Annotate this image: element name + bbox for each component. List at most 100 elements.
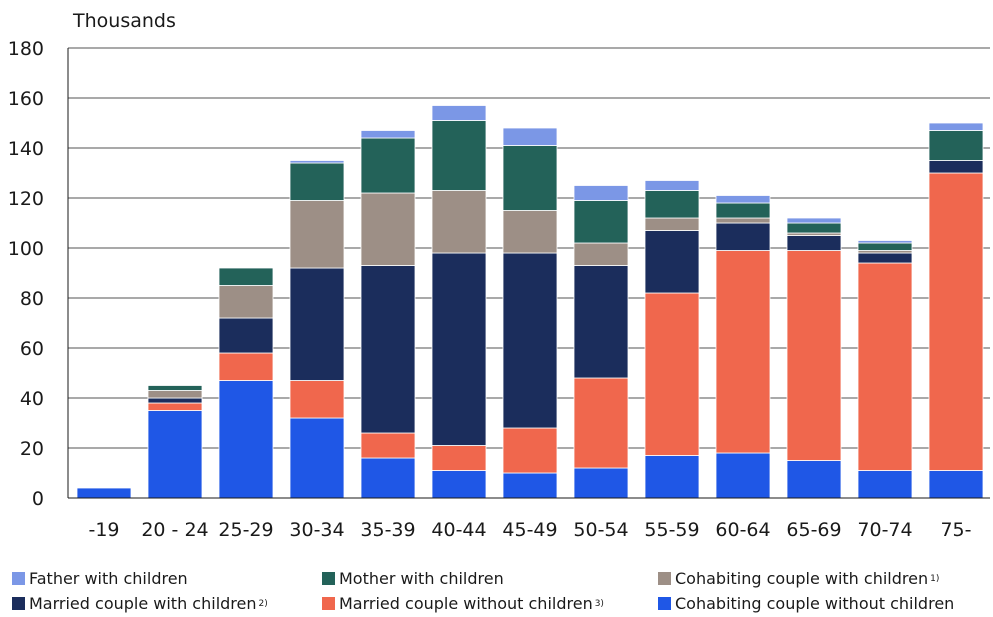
y-tick-label: 60 <box>20 338 44 360</box>
bar-segment <box>289 417 345 499</box>
y-axis-unit-label: Thousands <box>72 10 176 32</box>
bar-segment <box>573 467 629 499</box>
legend-item-cohabiting-couple-without-children: Cohabiting couple without children <box>658 594 954 613</box>
bar-segment <box>644 180 700 191</box>
bar-segment <box>786 217 842 224</box>
x-tick-label: 55-59 <box>644 519 699 541</box>
bar-segment <box>360 432 416 459</box>
bar-segment <box>715 217 771 224</box>
y-tick-label: 180 <box>8 38 44 60</box>
legend-label: Cohabiting couple without children <box>675 594 955 613</box>
bar-segment <box>502 472 558 499</box>
bar-segment <box>431 445 487 471</box>
bar-segment <box>147 390 203 399</box>
bar-segment <box>857 242 913 251</box>
x-tick-label: 25-29 <box>218 519 273 541</box>
bar-segment <box>360 457 416 499</box>
bar-segment <box>573 200 629 244</box>
bar-segment <box>431 190 487 254</box>
bar-segment <box>502 127 558 146</box>
bar-segment <box>289 267 345 381</box>
legend-swatch <box>322 597 335 610</box>
bar-segment <box>360 265 416 434</box>
bars <box>76 105 984 499</box>
legend-swatch <box>658 572 671 585</box>
bar-segment <box>928 470 984 499</box>
bar-segment <box>644 230 700 294</box>
x-tick-label: 65-69 <box>786 519 841 541</box>
legend-item-father-with-children: Father with children <box>12 569 188 588</box>
bar-segment <box>218 267 274 286</box>
bar-segment <box>218 285 274 319</box>
bar-segment <box>502 210 558 254</box>
x-tick-label: 40-44 <box>431 519 486 541</box>
bar-segment <box>786 235 842 251</box>
y-tick-label: 20 <box>20 438 44 460</box>
legend-swatch <box>12 597 25 610</box>
legend-item-cohabiting-couple-with-children: Cohabiting couple with children 1) <box>658 569 939 588</box>
legend-label: Cohabiting couple with children <box>675 569 929 588</box>
bar-segment <box>502 252 558 429</box>
x-tick-label: 35-39 <box>360 519 415 541</box>
x-tick-label: 50-54 <box>573 519 628 541</box>
legend-swatch <box>12 572 25 585</box>
legend-label: Married couple without children <box>339 594 593 613</box>
bar-segment <box>857 240 913 244</box>
bar-segment <box>218 352 274 381</box>
legend-item-married-couple-without-children: Married couple without children 3) <box>322 594 604 613</box>
bar-segment <box>928 130 984 161</box>
bar-segment <box>502 427 558 474</box>
bar-segment <box>715 195 771 204</box>
x-tick-label: -19 <box>88 519 119 541</box>
y-tick-label: 140 <box>8 138 44 160</box>
bar-segment <box>786 250 842 461</box>
bar-segment <box>218 380 274 499</box>
bar-segment <box>147 410 203 499</box>
bar-segment <box>431 470 487 499</box>
bar-segment <box>857 262 913 471</box>
legend-item-mother-with-children: Mother with children <box>322 569 504 588</box>
y-tick-label: 40 <box>20 388 44 410</box>
x-tick-label: 45-49 <box>502 519 557 541</box>
legend-footnote: 2) <box>258 598 268 609</box>
bar-segment <box>147 402 203 411</box>
bar-segment <box>715 250 771 454</box>
y-tick-label: 120 <box>8 188 44 210</box>
y-tick-label: 160 <box>8 88 44 110</box>
bar-segment <box>360 137 416 194</box>
bar-segment <box>360 192 416 266</box>
legend-item-married-couple-with-children: Married couple with children 2) <box>12 594 268 613</box>
bar-segment <box>573 377 629 469</box>
y-tick-label: 0 <box>32 488 44 510</box>
bar-segment <box>644 217 700 231</box>
bar-segment <box>857 252 913 264</box>
bar-segment <box>289 162 345 201</box>
bar-segment <box>573 265 629 379</box>
bar-segment <box>786 460 842 499</box>
legend-footnote: 3) <box>594 598 604 609</box>
bar-segment <box>431 105 487 121</box>
bar-segment <box>76 487 132 499</box>
bar-segment <box>360 130 416 139</box>
legend-label: Married couple with children <box>29 594 257 613</box>
legend-label: Father with children <box>29 569 188 588</box>
x-tick-label: 20 - 24 <box>141 519 208 541</box>
bar-segment <box>644 292 700 456</box>
y-axis-ticks: 0 20 40 60 80 100 120 140 160 180 <box>8 38 44 510</box>
y-tick-label: 100 <box>8 238 44 260</box>
bar-segment <box>715 452 771 499</box>
bar-segment <box>928 172 984 471</box>
bar-segment <box>147 385 203 391</box>
legend-swatch <box>322 572 335 585</box>
bar-segment <box>147 397 203 404</box>
bar-segment <box>573 185 629 201</box>
bar-segment <box>502 145 558 211</box>
stacked-bar-chart: Thousands 0 20 40 60 80 100 120 140 160 180 -19 20… <box>8 10 990 541</box>
bar-segment <box>928 160 984 174</box>
bar-segment <box>715 202 771 219</box>
bar-segment <box>289 200 345 269</box>
legend-swatch <box>658 597 671 610</box>
x-tick-label: 60-64 <box>715 519 770 541</box>
legend: Father with children Mother with childre… <box>0 560 993 617</box>
bar-segment <box>857 470 913 499</box>
